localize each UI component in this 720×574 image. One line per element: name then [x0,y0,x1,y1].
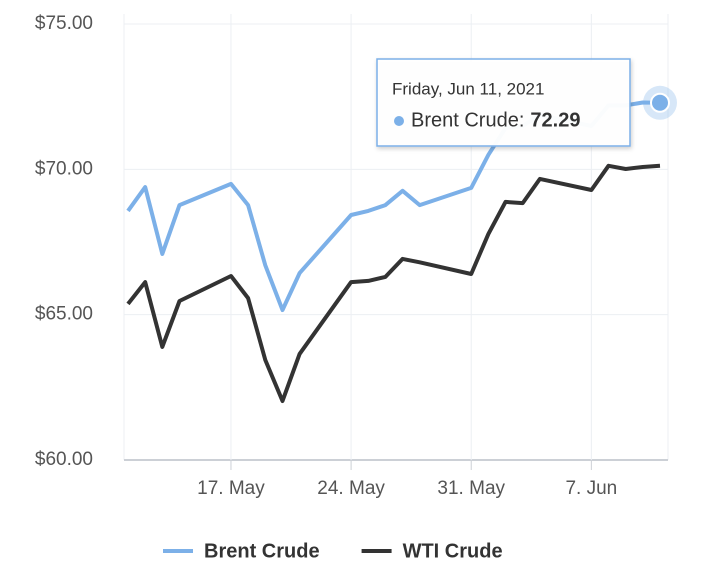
tooltip-box [376,58,631,147]
x-tick-label: 7. Jun [565,478,617,499]
hover-marker [650,92,670,113]
legend-label: WTI Crude [403,540,503,562]
y-tick-label: $65.00 [35,304,93,325]
legend-item: WTI Crude [361,540,503,562]
x-tick-label: 17. May [197,478,265,499]
x-tick-label: 24. May [317,478,385,499]
legend-label: Brent Crude [204,540,320,562]
legend-item: Brent Crude [163,540,320,562]
tooltip-title: Friday, Jun 11, 2021 [392,79,544,98]
y-tick-label: $70.00 [35,158,93,179]
tooltip-label: Brent Crude: [411,109,524,131]
tooltip-value: 72.29 [530,109,580,131]
y-tick-label: $75.00 [35,13,93,34]
x-tick-label: 31. May [437,478,505,499]
tooltip-dot [394,116,404,126]
series-line [126,163,661,403]
y-tick-label: $60.00 [35,449,93,470]
